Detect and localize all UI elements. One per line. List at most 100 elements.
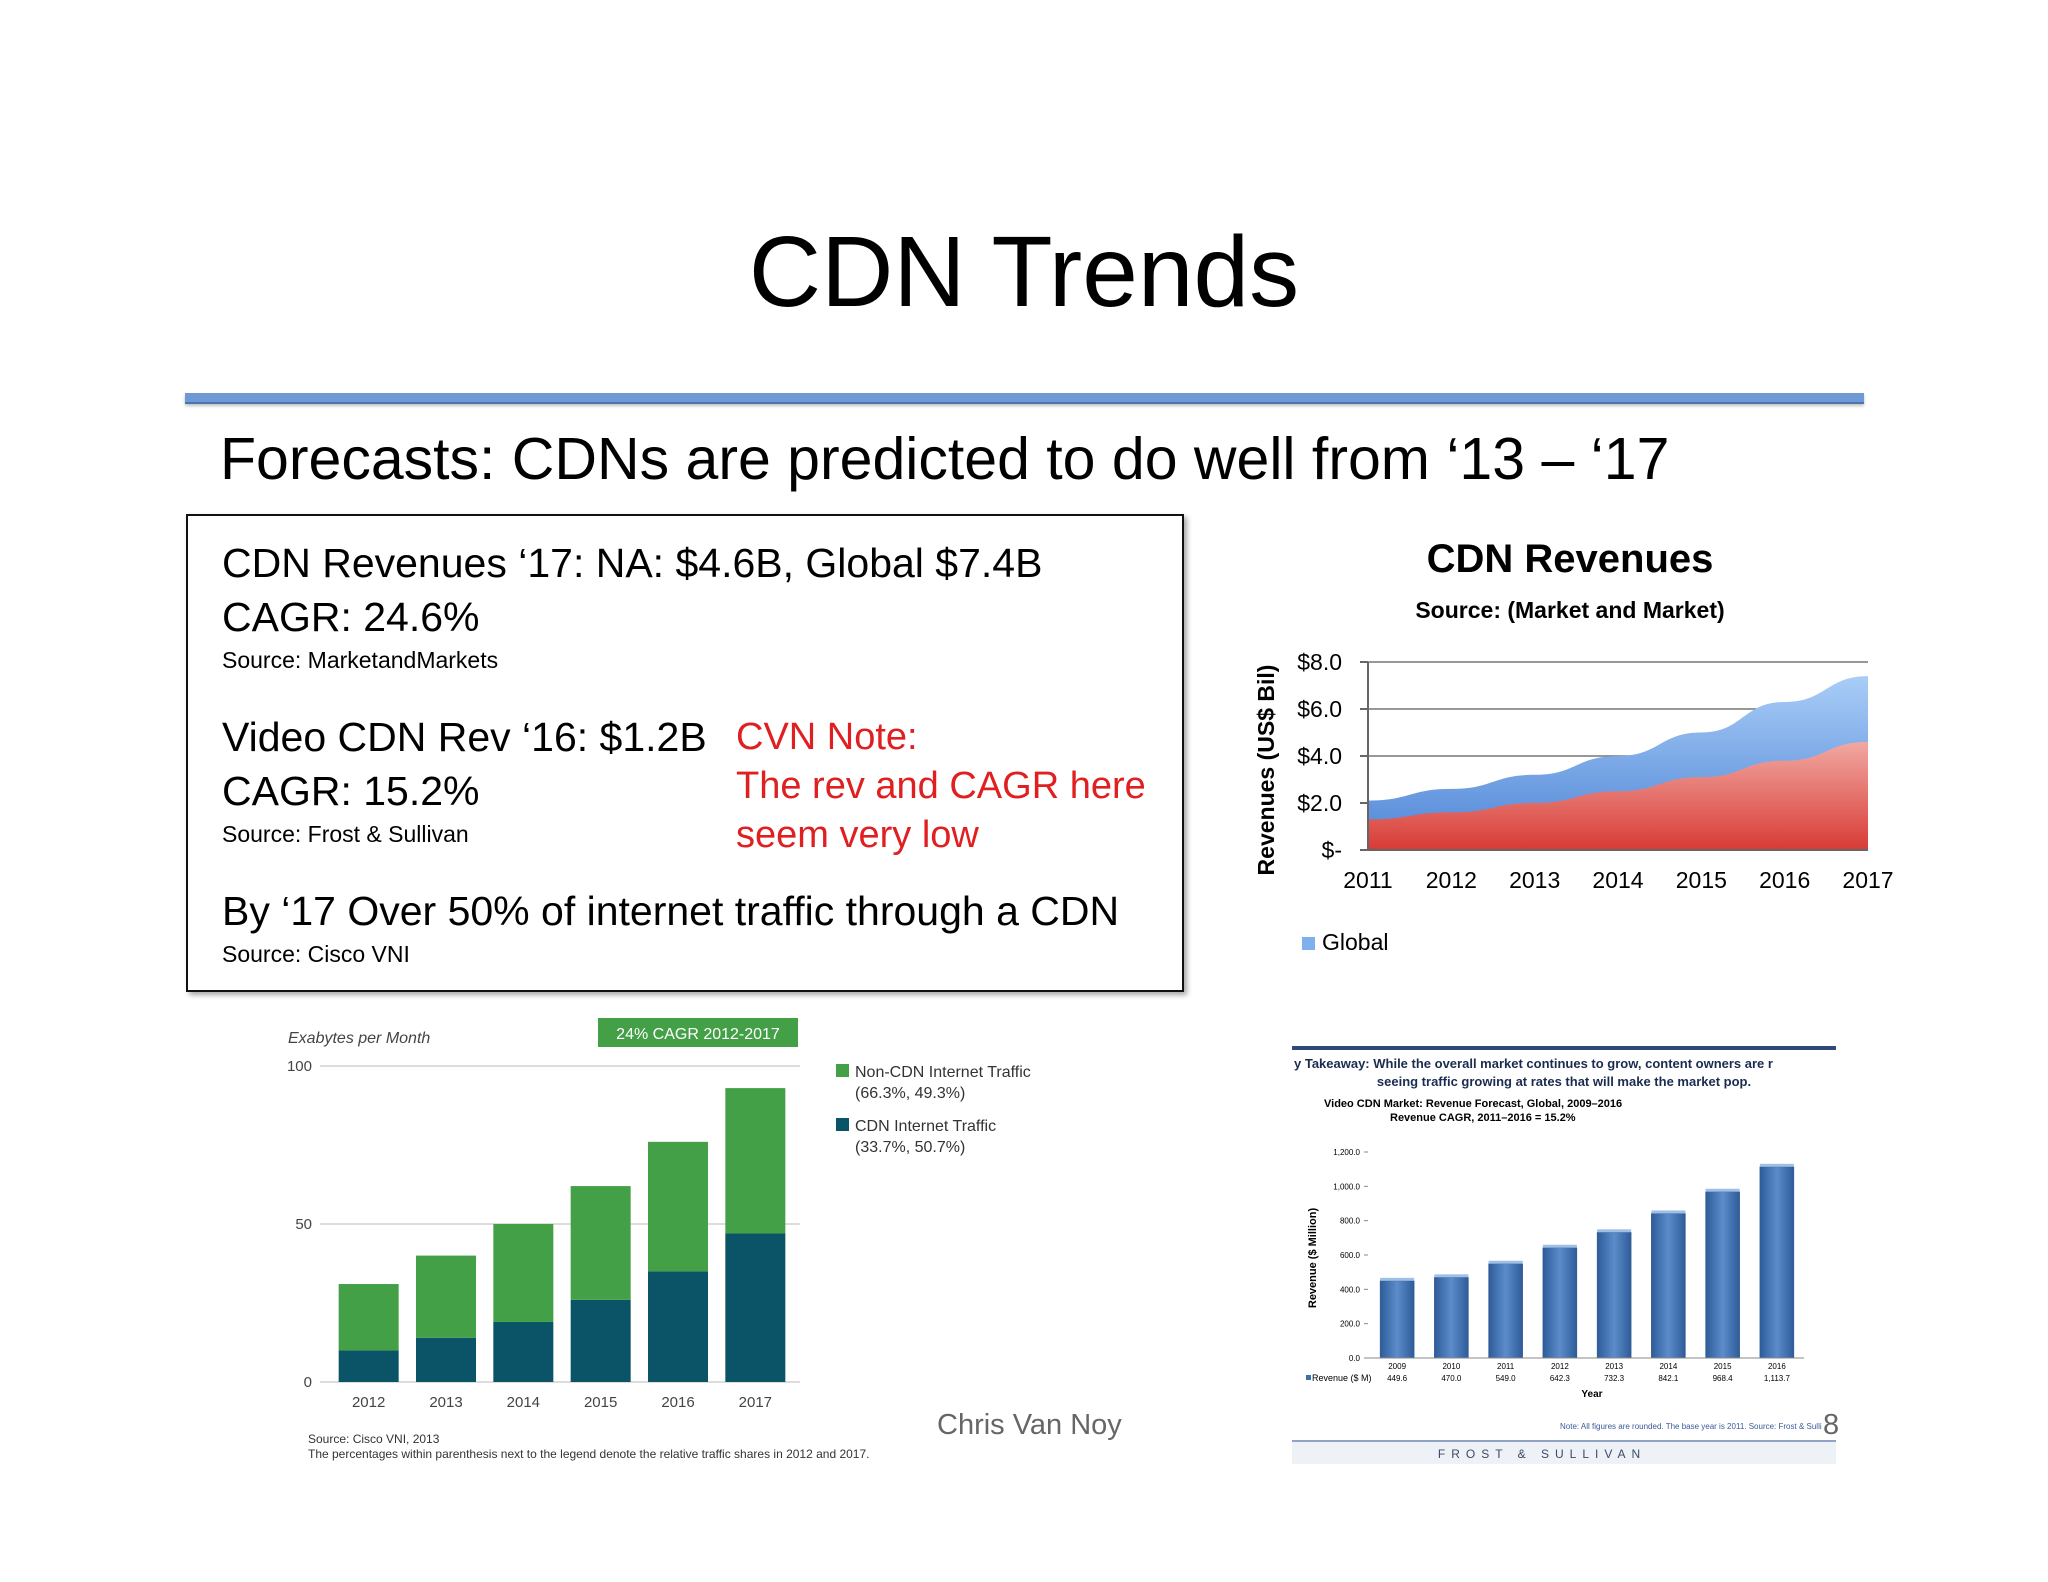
source-frost-sullivan: Source: Frost & Sullivan: [222, 821, 469, 847]
chart3-x-tick-label: 2014: [1659, 1362, 1677, 1371]
author: Chris Van Noy: [937, 1409, 1122, 1441]
revenue-bar-cap: [1488, 1260, 1523, 1264]
non-cdn-bar: [338, 1284, 399, 1351]
chart1-subtitle: Source: (Market and Market): [1415, 597, 1724, 623]
source-marketandmarkets: Source: MarketandMarkets: [222, 647, 499, 673]
chart3-value-label: 968.4: [1713, 1374, 1734, 1383]
source-cisco: Source: Cisco VNI: [222, 941, 410, 967]
frost-sullivan-chart: y Takeaway: While the overall market con…: [1292, 1046, 1836, 1464]
chart3-y-tick-label: 1,000.0: [1333, 1182, 1360, 1191]
chart3-value-label: 732.3: [1604, 1374, 1625, 1383]
cdn-bar: [648, 1271, 708, 1382]
non-cdn-bar: [416, 1255, 476, 1338]
cdn-revenues-chart: CDN Revenues Source: (Market and Market)…: [1253, 537, 1894, 955]
chart2-x-tick-label: 2017: [739, 1394, 772, 1411]
legend-non-cdn-note: (66.3%, 49.3%): [855, 1085, 965, 1102]
revenue-bar: [1542, 1247, 1578, 1359]
chart3-y-tick-label: 1,200.0: [1333, 1148, 1360, 1157]
legend-global-swatch: [1302, 937, 1315, 950]
chart2-x-tick-label: 2016: [661, 1394, 694, 1411]
series-swatch: [1306, 1375, 1311, 1380]
chart2-x-tick-label: 2012: [352, 1394, 385, 1411]
footer-band: [1292, 1442, 1836, 1464]
chart3-value-label: 642.3: [1550, 1374, 1571, 1383]
chart3-x-tick-label: 2016: [1768, 1362, 1786, 1371]
chart1-y-tick-label: $2.0: [1297, 790, 1342, 816]
revenue-bar-cap: [1542, 1244, 1577, 1248]
chart1-x-tick-label: 2014: [1592, 867, 1643, 893]
cagr-line: CAGR: 24.6%: [222, 594, 480, 640]
header-bar: [1292, 1046, 1836, 1050]
chart3-value-label: 470.0: [1441, 1374, 1462, 1383]
cdn-revenue-line: CDN Revenues ‘17: NA: $4.6B, Global $7.4…: [222, 540, 1043, 586]
chart3-value-label: 449.6: [1387, 1374, 1408, 1383]
cdn-bar: [725, 1233, 786, 1382]
chart1-y-tick-label: $8.0: [1297, 649, 1342, 675]
revenue-bar-cap: [1380, 1277, 1415, 1281]
chart3-ylabel: Revenue ($ Million): [1307, 1208, 1319, 1309]
series-label: Revenue ($ M): [1312, 1373, 1372, 1383]
chart3-x-tick-label: 2009: [1388, 1362, 1406, 1371]
chart3-x-tick-label: 2012: [1551, 1362, 1569, 1371]
revenue-bar: [1434, 1277, 1469, 1359]
cdn-bar: [570, 1299, 631, 1382]
chart3-note: Note: All figures are rounded. The base …: [1560, 1422, 1822, 1431]
chart3-x-tick-label: 2011: [1497, 1362, 1515, 1371]
chart3-subtitle: Revenue CAGR, 2011–2016 = 15.2%: [1390, 1112, 1576, 1124]
chart2-y-tick-label: 100: [287, 1058, 312, 1075]
chart1-x-tick-label: 2013: [1509, 867, 1560, 893]
revenue-bar-cap: [1705, 1188, 1740, 1192]
legend-cdn-note: (33.7%, 50.7%): [855, 1139, 965, 1156]
chart1-x-tick-label: 2012: [1426, 867, 1477, 893]
cdn-bar: [416, 1337, 476, 1382]
legend-non-cdn-label: Non-CDN Internet Traffic: [855, 1064, 1031, 1081]
chart1-x-tick-label: 2011: [1343, 867, 1392, 893]
chart1-x-tick-label: 2016: [1759, 867, 1810, 893]
chart3-y-tick-label: 400.0: [1340, 1285, 1361, 1294]
takeaway-line-2: seeing traffic growing at rates that wil…: [1377, 1074, 1751, 1089]
chart3-value-label: 842.1: [1658, 1374, 1679, 1383]
chart3-x-tick-label: 2010: [1442, 1362, 1460, 1371]
chart3-y-tick-label: 800.0: [1340, 1217, 1361, 1226]
chart3-value-label: 1,113.7: [1764, 1374, 1791, 1383]
non-cdn-bar: [725, 1088, 786, 1234]
chart1-title: CDN Revenues: [1427, 537, 1714, 581]
footer-rule: [1292, 1440, 1836, 1442]
chart3-x-tick-label: 2013: [1605, 1362, 1623, 1371]
video-cdn-revenue-line: Video CDN Rev ‘16: $1.2B: [222, 714, 707, 760]
cagr-badge: [598, 1018, 798, 1047]
revenue-bar: [1596, 1232, 1632, 1359]
chart2-y-tick-label: 0: [304, 1374, 312, 1391]
chart1-y-tick-label: $4.0: [1297, 743, 1342, 769]
legend-cdn-label: CDN Internet Traffic: [855, 1118, 996, 1135]
traffic-line: By ‘17 Over 50% of internet traffic thro…: [222, 888, 1120, 934]
takeaway-line-1: y Takeaway: While the overall market con…: [1294, 1056, 1773, 1071]
legend-cdn-swatch: [836, 1118, 849, 1131]
chart3-y-tick-label: 0.0: [1349, 1354, 1361, 1363]
slide-subtitle: Forecasts: CDNs are predicted to do well…: [220, 426, 1670, 492]
revenue-bar: [1651, 1213, 1686, 1359]
note-title: CVN Note:: [736, 716, 918, 758]
slide-title: CDN Trends: [748, 216, 1300, 328]
note-line-1: The rev and CAGR here: [736, 765, 1146, 807]
legend-non-cdn-swatch: [836, 1064, 849, 1077]
non-cdn-bar: [493, 1224, 554, 1322]
chart1-y-tick-label: $6.0: [1297, 696, 1342, 722]
na-area: [1368, 741, 1868, 850]
cisco-traffic-chart: Exabytes per Month 24% CAGR 2012-2017 0 5…: [287, 1018, 1031, 1461]
page-number: 8: [1823, 1409, 1840, 1441]
chart3-xlabel: Year: [1581, 1389, 1602, 1400]
chart3-x-tick-label: 2015: [1714, 1362, 1732, 1371]
chart2-footnote: The percentages within parenthesis next …: [308, 1447, 870, 1461]
revenue-bar-cap: [1597, 1229, 1632, 1233]
frost-sullivan-logo: FROST & SULLIVAN: [1438, 1447, 1646, 1461]
cdn-bar: [338, 1350, 399, 1382]
video-cagr-line: CAGR: 15.2%: [222, 768, 480, 814]
chart2-x-tick-label: 2015: [584, 1394, 617, 1411]
chart2-x-tick-label: 2014: [507, 1394, 540, 1411]
chart3-y-tick-label: 600.0: [1340, 1251, 1361, 1260]
chart3-y-tick-label: 200.0: [1340, 1320, 1361, 1329]
revenue-bar: [1488, 1263, 1523, 1359]
cagr-badge-label: 24% CAGR 2012-2017: [616, 1026, 780, 1043]
chart3-value-label: 549.0: [1496, 1374, 1517, 1383]
